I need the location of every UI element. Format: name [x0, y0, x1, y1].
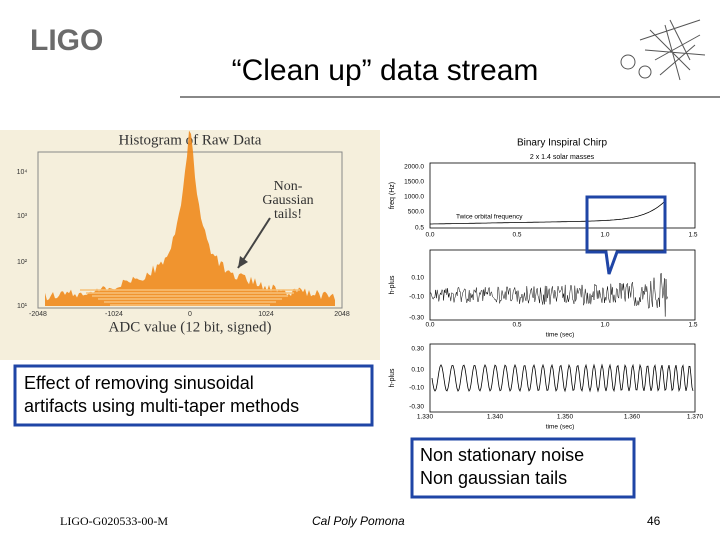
annotation: Twice orbital frequency: [456, 214, 523, 221]
y-tick-label: 0.10: [411, 367, 424, 374]
y-tick-label: 10²: [17, 259, 28, 266]
annotation: Non-: [274, 179, 303, 194]
page-number: 46: [647, 514, 661, 528]
x-axis-label: time (sec): [546, 424, 575, 431]
annotation: Gaussian: [262, 193, 313, 208]
x-tick-label: 0.0: [425, 322, 434, 329]
y-tick-label: -0.10: [409, 385, 424, 392]
x-tick-label: 1.0: [600, 232, 609, 239]
chirp-title: Binary Inspiral Chirp: [517, 138, 607, 149]
y-tick-label: 10⁴: [17, 169, 28, 176]
x-tick-label: -2048: [29, 311, 47, 318]
x-tick-label: 1.5: [688, 322, 697, 329]
y-tick-label: -0.10: [409, 294, 424, 301]
y-tick-label: 0.10: [411, 275, 424, 282]
footer-id: LIGO-G020533-00-M: [60, 514, 168, 528]
y-tick-label: 10¹: [17, 303, 28, 310]
x-tick-label: 1.360: [624, 414, 641, 421]
x-tick-label: 1024: [258, 311, 274, 318]
y-axis-label: h-plus: [389, 368, 396, 388]
x-tick-label: 2048: [334, 311, 350, 318]
logo: LIGO: [30, 24, 103, 57]
x-tick-label: 1.370: [687, 414, 704, 421]
x-tick-label: 1.330: [417, 414, 434, 421]
annotation: tails!: [274, 207, 302, 222]
y-tick-label: 10³: [17, 213, 28, 220]
x-tick-label: -1024: [105, 311, 123, 318]
x-tick-label: 0.5: [512, 322, 521, 329]
y-tick-label: 0.5: [415, 225, 424, 232]
y-tick-label: -0.30: [409, 404, 424, 411]
y-tick-label: 500.0: [408, 209, 425, 216]
x-tick-label: 0: [188, 311, 192, 318]
callout-text: artifacts using multi-taper methods: [24, 396, 299, 416]
y-axis-label: freq (Hz): [389, 182, 396, 209]
x-tick-label: 0.0: [425, 232, 434, 239]
slide-title: “Clean up” data stream: [232, 54, 539, 87]
chirp-subtitle: 2 x 1.4 solar masses: [530, 154, 595, 161]
y-tick-label: 0.30: [411, 346, 424, 353]
footer-venue: Cal Poly Pomona: [312, 514, 405, 528]
callout-text: Non gaussian tails: [420, 468, 567, 488]
y-tick-label: 1000.0: [404, 194, 424, 201]
y-tick-label: -0.30: [409, 315, 424, 322]
x-tick-label: 0.5: [512, 232, 521, 239]
x-tick-label: 1.350: [557, 414, 574, 421]
y-tick-label: 1500.0: [404, 179, 424, 186]
x-tick-label: 1.340: [487, 414, 504, 421]
y-axis-label: h-plus: [389, 275, 396, 295]
callout-text: Non stationary noise: [420, 445, 584, 465]
callout-text: Effect of removing sinusoidal: [24, 373, 254, 393]
x-tick-label: 1.5: [688, 232, 697, 239]
x-axis-label: time (sec): [546, 332, 575, 339]
histogram-x-label: ADC value (12 bit, signed): [109, 319, 272, 335]
x-tick-label: 1.0: [600, 322, 609, 329]
y-tick-label: 2000.0: [404, 164, 424, 171]
